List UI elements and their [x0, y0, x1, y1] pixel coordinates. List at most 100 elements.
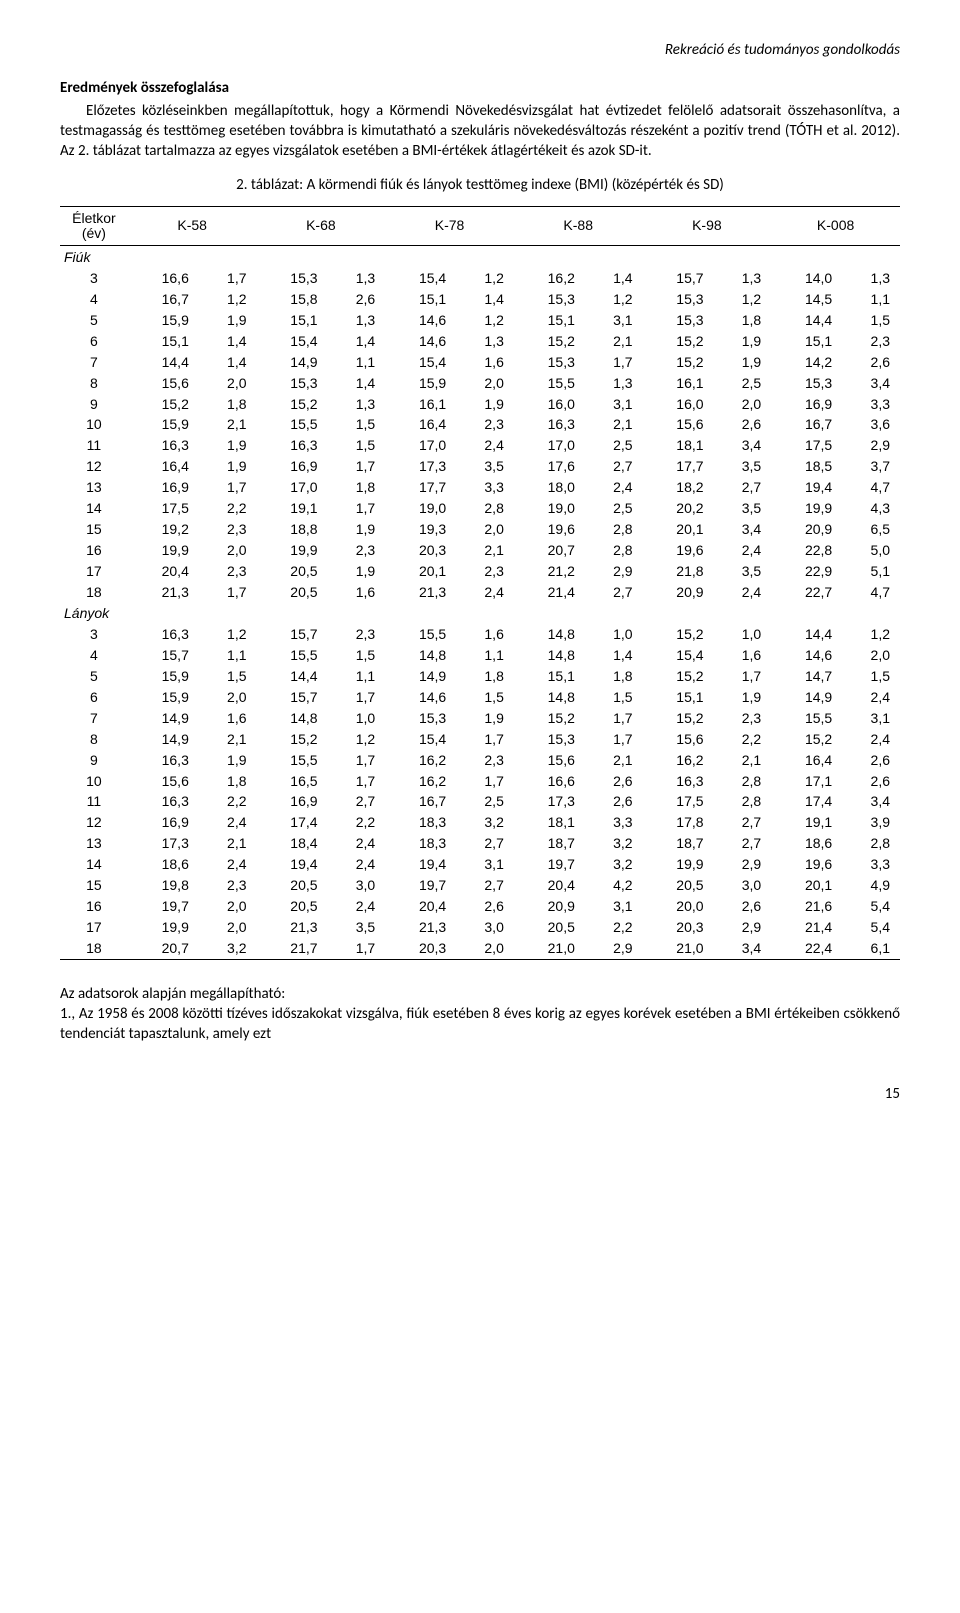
cell-mean: 16,3 — [257, 435, 326, 456]
cell-sd: 3,5 — [454, 456, 514, 477]
cell-sd: 5,4 — [840, 917, 900, 938]
cell-sd: 3,4 — [840, 373, 900, 394]
cell-sd: 1,2 — [840, 624, 900, 645]
table-row: 1820,73,221,71,720,32,021,02,921,03,422,… — [60, 938, 900, 959]
cell-sd: 1,1 — [326, 666, 386, 687]
cell-mean: 21,3 — [257, 917, 326, 938]
cell-sd: 1,6 — [454, 624, 514, 645]
cell-sd: 2,6 — [454, 896, 514, 917]
cell-sd: 1,6 — [454, 352, 514, 373]
cell-sd: 3,5 — [326, 917, 386, 938]
cell-mean: 20,3 — [385, 938, 454, 959]
cell-sd: 1,7 — [454, 729, 514, 750]
cell-mean: 20,4 — [385, 896, 454, 917]
cell-mean: 15,1 — [128, 331, 197, 352]
col-k88: K-88 — [514, 206, 643, 246]
cell-sd: 1,7 — [326, 456, 386, 477]
cell-mean: 20,9 — [643, 582, 712, 603]
footer-paragraph: Az adatsorok alapján megállapítható: 1.,… — [60, 984, 900, 1045]
cell-mean: 15,2 — [643, 708, 712, 729]
cell-mean: 20,3 — [385, 540, 454, 561]
cell-mean: 15,5 — [257, 414, 326, 435]
cell-sd: 2,0 — [197, 373, 257, 394]
cell-sd: 1,9 — [454, 708, 514, 729]
cell-mean: 17,5 — [771, 435, 840, 456]
cell-sd: 1,9 — [454, 394, 514, 415]
cell-mean: 17,4 — [771, 791, 840, 812]
cell-sd: 1,3 — [326, 394, 386, 415]
cell-mean: 15,3 — [514, 352, 583, 373]
cell-sd: 1,2 — [454, 310, 514, 331]
cell-sd: 3,3 — [583, 812, 643, 833]
cell-mean: 14,8 — [514, 624, 583, 645]
cell-mean: 19,6 — [771, 854, 840, 875]
cell-sd: 1,2 — [583, 289, 643, 310]
cell-sd: 2,6 — [583, 791, 643, 812]
cell-mean: 15,1 — [771, 331, 840, 352]
cell-mean: 15,9 — [128, 414, 197, 435]
cell-mean: 19,4 — [257, 854, 326, 875]
cell-sd: 2,1 — [583, 750, 643, 771]
cell-mean: 16,1 — [385, 394, 454, 415]
table-header-row: Életkor (év) K-58 K-68 K-78 K-88 K-98 K-… — [60, 206, 900, 246]
cell-mean: 14,4 — [257, 666, 326, 687]
cell-age: 12 — [60, 456, 128, 477]
cell-age: 6 — [60, 331, 128, 352]
cell-mean: 16,3 — [128, 791, 197, 812]
cell-mean: 20,9 — [771, 519, 840, 540]
cell-sd: 4,3 — [840, 498, 900, 519]
cell-sd: 2,4 — [712, 582, 772, 603]
table-row: 1015,92,115,51,516,42,316,32,115,62,616,… — [60, 414, 900, 435]
table-row: 316,61,715,31,315,41,216,21,415,71,314,0… — [60, 268, 900, 289]
cell-mean: 18,3 — [385, 833, 454, 854]
cell-sd: 1,5 — [197, 666, 257, 687]
cell-sd: 1,9 — [326, 561, 386, 582]
cell-mean: 15,9 — [128, 310, 197, 331]
cell-sd: 1,8 — [197, 394, 257, 415]
cell-sd: 2,4 — [454, 435, 514, 456]
cell-mean: 15,6 — [514, 750, 583, 771]
cell-mean: 19,3 — [385, 519, 454, 540]
cell-mean: 17,5 — [128, 498, 197, 519]
cell-age: 16 — [60, 540, 128, 561]
cell-mean: 22,8 — [771, 540, 840, 561]
cell-sd: 3,6 — [840, 414, 900, 435]
cell-mean: 15,3 — [514, 729, 583, 750]
table-row: 1015,61,816,51,716,21,716,62,616,32,817,… — [60, 771, 900, 792]
cell-sd: 2,0 — [197, 917, 257, 938]
cell-mean: 21,3 — [385, 917, 454, 938]
cell-mean: 16,7 — [128, 289, 197, 310]
cell-sd: 1,7 — [326, 687, 386, 708]
cell-sd: 3,1 — [583, 310, 643, 331]
cell-mean: 15,3 — [257, 373, 326, 394]
cell-sd: 2,7 — [583, 456, 643, 477]
cell-sd: 6,5 — [840, 519, 900, 540]
cell-mean: 15,4 — [643, 645, 712, 666]
cell-sd: 3,7 — [840, 456, 900, 477]
cell-mean: 15,2 — [771, 729, 840, 750]
cell-sd: 2,5 — [712, 373, 772, 394]
cell-sd: 2,0 — [197, 896, 257, 917]
cell-age: 9 — [60, 750, 128, 771]
table-row: 316,31,215,72,315,51,614,81,015,21,014,4… — [60, 624, 900, 645]
cell-sd: 2,3 — [326, 540, 386, 561]
cell-mean: 15,2 — [257, 394, 326, 415]
cell-mean: 15,1 — [514, 310, 583, 331]
cell-sd: 1,7 — [583, 729, 643, 750]
table-row: 1619,72,020,52,420,42,620,93,120,02,621,… — [60, 896, 900, 917]
cell-mean: 20,4 — [128, 561, 197, 582]
cell-mean: 16,6 — [128, 268, 197, 289]
cell-sd: 4,7 — [840, 477, 900, 498]
table-row: 1418,62,419,42,419,43,119,73,219,92,919,… — [60, 854, 900, 875]
cell-sd: 2,0 — [454, 938, 514, 959]
cell-age: 10 — [60, 414, 128, 435]
cell-sd: 1,9 — [197, 456, 257, 477]
cell-age: 7 — [60, 708, 128, 729]
cell-mean: 21,0 — [643, 938, 712, 959]
cell-sd: 1,2 — [712, 289, 772, 310]
cell-sd: 1,2 — [454, 268, 514, 289]
cell-age: 14 — [60, 854, 128, 875]
cell-mean: 14,9 — [257, 352, 326, 373]
cell-age: 15 — [60, 875, 128, 896]
cell-sd: 2,9 — [840, 435, 900, 456]
